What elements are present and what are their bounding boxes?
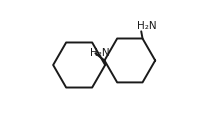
Text: H₂N: H₂N: [137, 21, 157, 31]
Text: H₂N: H₂N: [89, 48, 109, 58]
